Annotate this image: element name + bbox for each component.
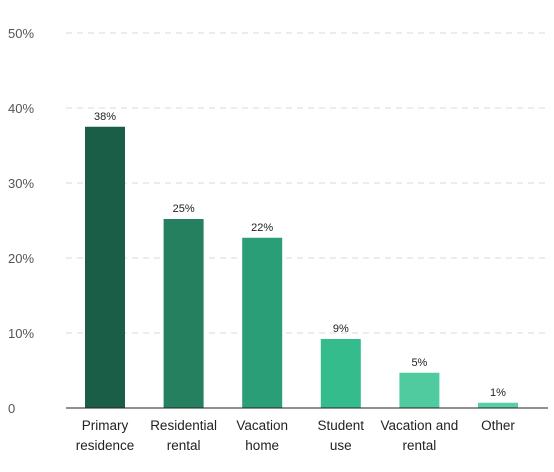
bars [85, 126, 518, 408]
x-axis-category-labels: Primary residence Residential rental Vacatio… [76, 418, 516, 453]
y-tick-label: 0 [8, 401, 15, 416]
x-category-label: Primary [82, 418, 129, 433]
x-category-label: rental [403, 438, 437, 453]
x-category-label: use [330, 438, 352, 453]
x-category-label: Vacation [236, 418, 288, 433]
y-axis-tick-labels: 0 10% 20% 30% 40% 50% [8, 26, 34, 416]
x-category-label: rental [167, 438, 201, 453]
gridlines [66, 32, 548, 334]
x-category-label: Student [318, 418, 365, 433]
bar-data-label: 5% [411, 357, 427, 369]
bar [320, 339, 361, 408]
y-tick-label: 10% [8, 326, 34, 341]
data-labels: 38% 25% 22% 9% 5% 1% [94, 111, 506, 399]
bar-data-label: 38% [94, 111, 116, 123]
bar [399, 372, 440, 408]
x-category-label: residence [76, 438, 135, 453]
y-tick-label: 40% [8, 101, 34, 116]
bar-data-label: 22% [251, 222, 273, 234]
x-category-label: Other [481, 418, 515, 433]
bar [163, 219, 204, 408]
bar-data-label: 25% [173, 203, 195, 215]
bar [478, 402, 518, 408]
bar-data-label: 1% [490, 387, 506, 399]
bar [85, 126, 125, 408]
y-tick-label: 50% [8, 26, 34, 41]
x-category-label: Vacation and [380, 418, 458, 433]
y-tick-label: 20% [8, 251, 34, 266]
x-category-label: Residential [150, 418, 217, 433]
y-tick-label: 30% [8, 176, 34, 191]
x-category-label: home [245, 438, 279, 453]
bar-data-label: 9% [333, 323, 349, 335]
bar [242, 237, 283, 408]
